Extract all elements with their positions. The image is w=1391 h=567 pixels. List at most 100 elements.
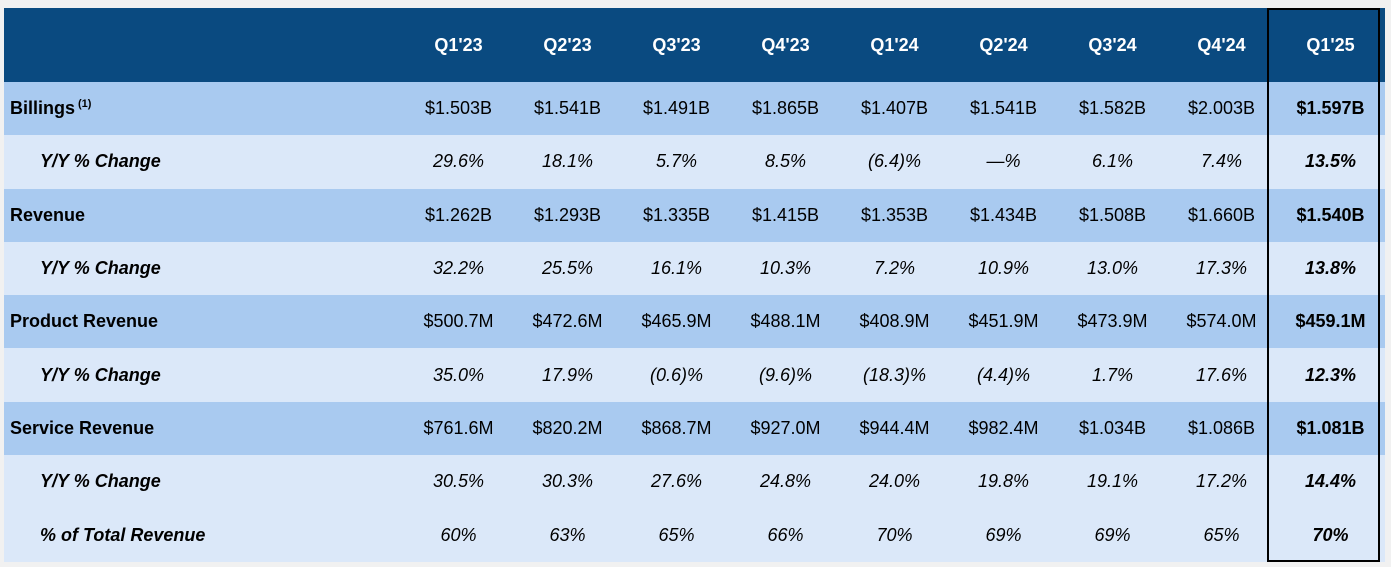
value-cell: $1.582B [1078,98,1147,119]
value-cell: $574.0M [1186,311,1257,332]
value-cell: (9.6)% [758,364,812,385]
column-header: Q1'24 [870,34,919,55]
table-row: Y/Y % Change 29.6% 18.1% 5.7% 8.5% (6.4)% —% 6.… [4,135,1385,189]
value-cell: 19.8% [977,471,1030,492]
value-cell: 27.6% [650,471,703,492]
value-cell: 10.3% [759,258,812,279]
row-label-text: % of Total Revenue [40,524,206,545]
value-cell: 19.1% [1086,471,1139,492]
column-header: Q1'23 [434,34,483,55]
value-cell: $868.7M [641,417,712,438]
header-label-cell [4,8,404,82]
footnote-marker: (1) [78,98,92,111]
value-cell: 69% [1094,524,1131,545]
row-label: Y/Y % Change [4,455,404,508]
value-cell: 5.7% [655,151,698,172]
value-cell: $982.4M [968,417,1039,438]
value-cell: (4.4)% [976,364,1030,385]
value-cell: 60% [440,524,477,545]
value-cell: 65% [658,524,695,545]
table-row: Y/Y % Change 30.5% 30.3% 27.6% 24.8% 24.0% 19.… [4,455,1385,509]
value-cell: $2.003B [1187,98,1256,119]
row-label: Service Revenue [4,402,404,455]
value-cell: 30.3% [541,471,594,492]
table-row: Y/Y % Change 35.0% 17.9% (0.6)% (9.6)% (18.3)… [4,348,1385,402]
value-cell: 25.5% [541,258,594,279]
value-cell: 65% [1203,524,1240,545]
value-cell-highlighted: 70% [1312,524,1349,545]
row-label-text: Y/Y % Change [40,151,161,172]
table-row: Product Revenue $500.7M $472.6M $465.9M $488… [4,295,1385,349]
table-row: Service Revenue $761.6M $820.2M $868.7M $927… [4,401,1385,456]
row-label-text: Y/Y % Change [40,471,161,492]
value-cell: 17.2% [1195,471,1248,492]
value-cell: 69% [985,524,1022,545]
value-cell: $408.9M [859,311,930,332]
value-cell: $1.293B [533,204,602,225]
value-cell: 24.0% [868,471,921,492]
table-row: Revenue $1.262B $1.293B $1.335B $1.415B $1.35… [4,188,1385,242]
column-header: Q2'24 [979,34,1028,55]
row-label-text: Revenue [10,204,86,225]
row-label: % of Total Revenue [4,508,404,561]
value-cell: 10.9% [977,258,1030,279]
row-label-text: Y/Y % Change [40,258,161,279]
table-row: % of Total Revenue 60% 63% 65% 66% 70% 69% 69% 6… [4,508,1385,562]
value-cell: 29.6% [432,151,485,172]
value-cell: 32.2% [432,258,485,279]
value-cell: 7.2% [873,258,916,279]
value-cell: $1.335B [642,204,711,225]
value-cell: 30.5% [432,471,485,492]
value-cell: $1.541B [969,98,1038,119]
value-cell: $473.9M [1077,311,1148,332]
value-cell: $1.660B [1187,204,1256,225]
financial-metrics-table: Q1'23 Q2'23 Q3'23 Q4'23 Q1'24 Q2'24 Q3'2… [4,8,1385,562]
value-cell: $1.034B [1078,417,1147,438]
row-label-text: Y/Y % Change [40,364,161,385]
value-cell: $927.0M [750,417,821,438]
value-cell: (6.4)% [867,151,921,172]
value-cell: $1.508B [1078,204,1147,225]
value-cell: 35.0% [432,364,485,385]
value-cell: 8.5% [764,151,807,172]
value-cell: $472.6M [532,311,603,332]
value-cell: $1.541B [533,98,602,119]
value-cell: $488.1M [750,311,821,332]
column-header-highlighted: Q1'25 [1306,34,1355,55]
value-cell: $451.9M [968,311,1039,332]
value-cell: 6.1% [1091,151,1134,172]
value-cell: $1.415B [751,204,820,225]
value-cell: 1.7% [1091,364,1134,385]
column-header: Q2'23 [543,34,592,55]
value-cell-highlighted: 13.8% [1304,258,1357,279]
value-cell-highlighted: $1.081B [1296,417,1365,438]
row-label-text: Billings [10,98,76,119]
value-cell: $1.503B [424,98,493,119]
value-cell: $1.865B [751,98,820,119]
value-cell: (18.3)% [862,364,927,385]
value-cell: $1.262B [424,204,493,225]
value-cell: $761.6M [423,417,494,438]
value-cell: (0.6)% [649,364,703,385]
value-cell: $465.9M [641,311,712,332]
value-cell: $1.491B [642,98,711,119]
row-label: Billings (1) [4,82,404,135]
value-cell-highlighted: $459.1M [1295,311,1366,332]
value-cell: 24.8% [759,471,812,492]
row-label: Revenue [4,189,404,242]
column-header: Q4'23 [761,34,810,55]
value-cell: $1.434B [969,204,1038,225]
value-cell: $820.2M [532,417,603,438]
value-cell: 16.1% [650,258,703,279]
value-cell: $1.407B [860,98,929,119]
row-label: Y/Y % Change [4,135,404,188]
value-cell: 17.9% [541,364,594,385]
value-cell: 17.3% [1195,258,1248,279]
value-cell: 70% [876,524,913,545]
value-cell: $1.353B [860,204,929,225]
row-label-text: Service Revenue [10,417,155,438]
column-header: Q3'24 [1088,34,1137,55]
value-cell: 7.4% [1200,151,1243,172]
value-cell-highlighted: $1.597B [1296,98,1365,119]
row-label-text: Product Revenue [10,311,159,332]
